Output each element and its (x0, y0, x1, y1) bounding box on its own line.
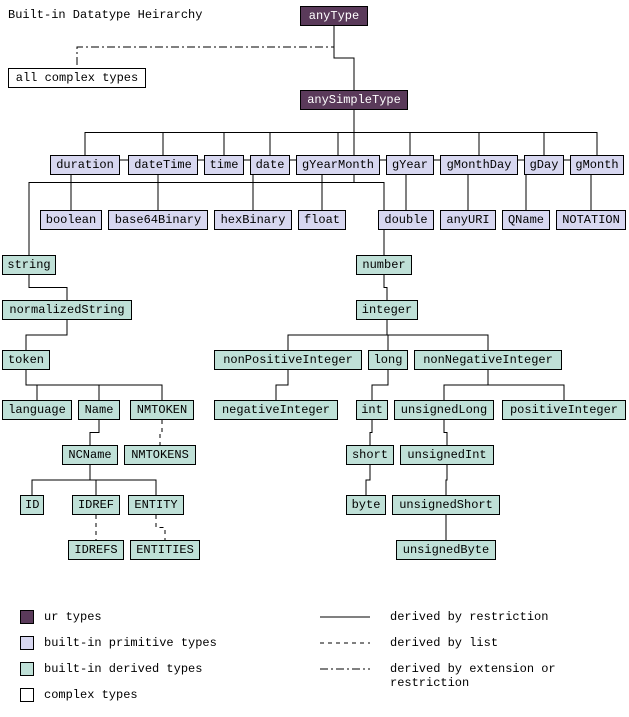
legend-label-derived: built-in derived types (44, 662, 202, 676)
node-nonNegativeInteger: nonNegativeInteger (414, 350, 562, 370)
legend-swatch-ur (20, 610, 34, 624)
node-allComplex: all complex types (8, 68, 146, 88)
node-unsignedInt: unsignedInt (400, 445, 494, 465)
node-long: long (368, 350, 408, 370)
node-Name: Name (78, 400, 120, 420)
node-IDREF: IDREF (72, 495, 120, 515)
node-token: token (2, 350, 50, 370)
legend-swatch-complex (20, 688, 34, 702)
node-gYearMonth: gYearMonth (296, 155, 380, 175)
node-QName: QName (502, 210, 550, 230)
node-gMonthDay: gMonthDay (440, 155, 518, 175)
node-byte: byte (346, 495, 386, 515)
node-IDREFS: IDREFS (68, 540, 124, 560)
legend-label-ur: ur types (44, 610, 102, 624)
node-unsignedByte: unsignedByte (396, 540, 496, 560)
legend-label-complex: complex types (44, 688, 138, 702)
node-ENTITY: ENTITY (128, 495, 184, 515)
legend-swatch-derived (20, 662, 34, 676)
node-anySimpleType: anySimpleType (300, 90, 408, 110)
diagram-title: Built-in Datatype Heirarchy (8, 8, 202, 22)
diagram-canvas: Built-in Datatype Heirarchy anyType all c… (0, 0, 629, 717)
node-unsignedShort: unsignedShort (392, 495, 500, 515)
node-duration: duration (50, 155, 120, 175)
node-hexBinary: hexBinary (214, 210, 292, 230)
node-normalizedString: normalizedString (2, 300, 132, 320)
node-positiveInteger: positiveInteger (502, 400, 626, 420)
node-language: language (2, 400, 72, 420)
node-int: int (356, 400, 388, 420)
node-NOTATION: NOTATION (556, 210, 626, 230)
node-anyType: anyType (300, 6, 368, 26)
node-ENTITIES: ENTITIES (130, 540, 200, 560)
node-base64Binary: base64Binary (108, 210, 208, 230)
node-time: time (204, 155, 244, 175)
node-unsignedLong: unsignedLong (394, 400, 494, 420)
node-float: float (298, 210, 346, 230)
node-date: date (250, 155, 290, 175)
node-NCName: NCName (62, 445, 118, 465)
legend-line-label-dashed: derived by list (390, 636, 610, 650)
node-short: short (346, 445, 394, 465)
node-anyURI: anyURI (440, 210, 496, 230)
node-negativeInteger: negativeInteger (214, 400, 338, 420)
legend-label-primitive: built-in primitive types (44, 636, 217, 650)
node-gDay: gDay (524, 155, 564, 175)
legend-swatch-primitive (20, 636, 34, 650)
node-gMonth: gMonth (570, 155, 624, 175)
node-string: string (2, 255, 56, 275)
node-NMTOKEN: NMTOKEN (130, 400, 194, 420)
node-integer: integer (356, 300, 418, 320)
node-dateTime: dateTime (128, 155, 198, 175)
node-number: number (356, 255, 412, 275)
node-ID: ID (20, 495, 44, 515)
node-boolean: boolean (40, 210, 102, 230)
legend-line-label-dashdot: derived by extension or restriction (390, 662, 610, 690)
node-double: double (378, 210, 434, 230)
node-gYear: gYear (386, 155, 434, 175)
node-NMTOKENS: NMTOKENS (124, 445, 196, 465)
legend-line-label-solid: derived by restriction (390, 610, 610, 624)
node-nonPositiveInteger: nonPositiveInteger (214, 350, 362, 370)
